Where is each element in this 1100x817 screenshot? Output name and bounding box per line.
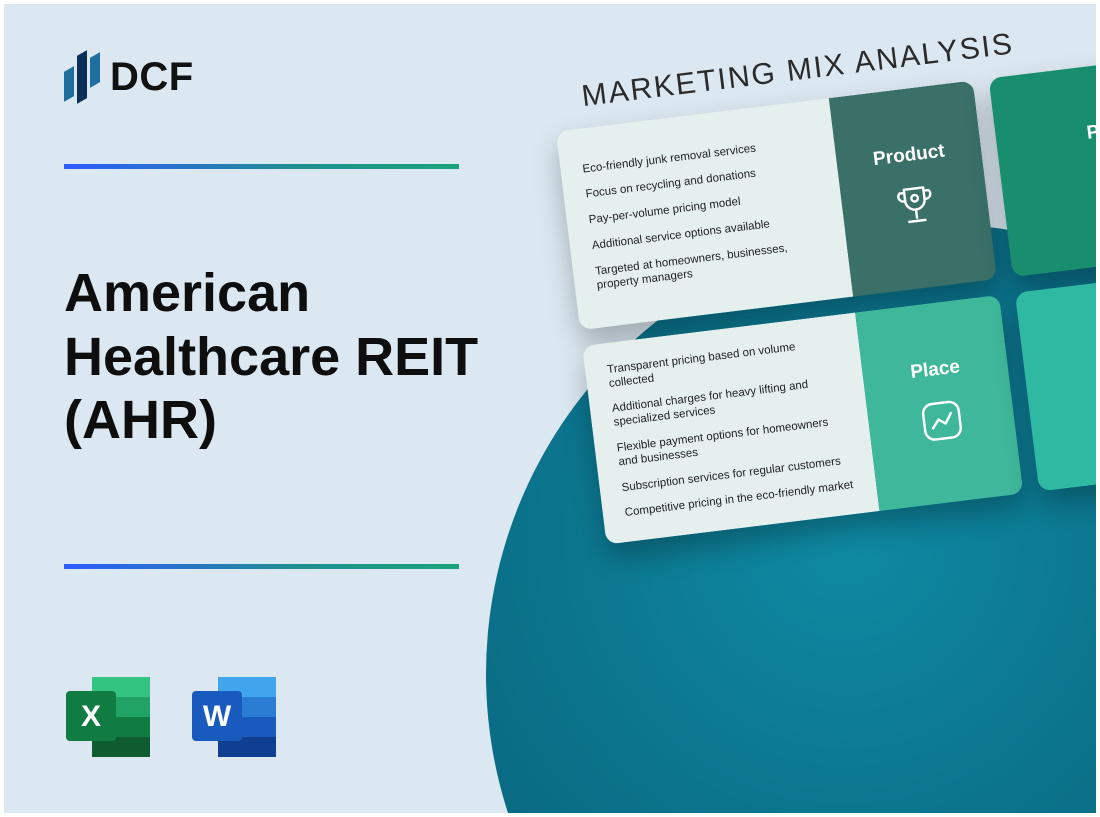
- page-title: American Healthcare REIT (AHR): [64, 262, 504, 453]
- analysis-panel: MARKETING MIX ANALYSIS Eco-friendly junk…: [550, 6, 1096, 544]
- card-price-label: Price: [1085, 117, 1096, 145]
- card-product-body: Eco-friendly junk removal services Focus…: [556, 98, 853, 330]
- card-place-label: Place: [909, 356, 961, 384]
- card-product: Eco-friendly junk removal services Focus…: [556, 80, 997, 330]
- slide-canvas: DCF American Healthcare REIT (AHR) X W M…: [4, 4, 1096, 813]
- card-place-side: Place: [855, 295, 1023, 511]
- svg-text:X: X: [81, 700, 101, 733]
- cards-grid: Eco-friendly junk removal services Focus…: [556, 54, 1096, 544]
- trophy-icon: [886, 177, 944, 235]
- card-product-side: Product: [829, 80, 997, 296]
- word-icon: W: [190, 673, 284, 763]
- link-icon: [1087, 153, 1096, 211]
- excel-icon: X: [64, 673, 158, 763]
- logo-mark: [64, 49, 100, 105]
- card-price: Price: [989, 54, 1096, 277]
- divider-bottom: [64, 564, 459, 569]
- file-icons-row: X W: [64, 673, 284, 763]
- brand-logo: DCF: [64, 49, 194, 105]
- divider-top: [64, 164, 459, 169]
- card-product-label: Product: [872, 141, 946, 172]
- chart-icon: [912, 392, 970, 450]
- card-place-body: Transparent pricing based on volume coll…: [582, 313, 879, 545]
- brand-name: DCF: [110, 55, 194, 100]
- card-promo: Promo: [1015, 269, 1096, 492]
- svg-text:W: W: [203, 700, 232, 733]
